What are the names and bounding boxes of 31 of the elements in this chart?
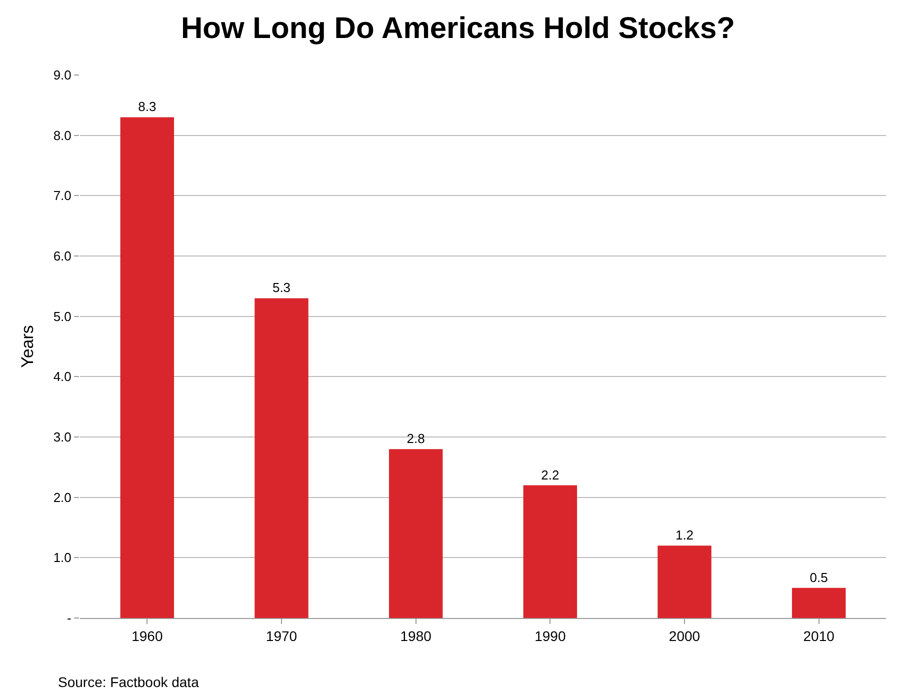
y-tick-label: 5.0 bbox=[53, 308, 72, 324]
y-tick-label: 9.0 bbox=[53, 68, 72, 83]
x-tick-label: 2000 bbox=[668, 628, 700, 644]
x-tick-label: 1990 bbox=[534, 628, 566, 644]
data-label: 1.2 bbox=[675, 528, 694, 543]
bar bbox=[120, 117, 174, 618]
y-tick-label: 1.0 bbox=[53, 550, 72, 566]
bar bbox=[254, 298, 308, 618]
y-tick-label: 8.0 bbox=[53, 128, 72, 143]
y-tick-label: - bbox=[67, 610, 72, 626]
y-tick-label: 2.0 bbox=[53, 490, 72, 505]
bar bbox=[658, 546, 712, 618]
y-tick-label: 6.0 bbox=[53, 248, 72, 264]
y-axis-title: Years bbox=[18, 325, 37, 368]
bar bbox=[523, 485, 578, 618]
y-tick-label: 3.0 bbox=[53, 430, 72, 445]
data-label: 5.3 bbox=[272, 280, 291, 296]
x-tick-label: 1970 bbox=[266, 628, 298, 644]
source-note: Source: Factbook data bbox=[58, 674, 200, 688]
x-tick-label: 1980 bbox=[400, 628, 432, 644]
y-tick-label: 4.0 bbox=[53, 369, 72, 384]
data-label: 2.8 bbox=[406, 431, 425, 446]
x-tick-label: 2010 bbox=[803, 628, 835, 644]
y-tick-label: 7.0 bbox=[53, 188, 72, 204]
chart-title: How Long Do Americans Hold Stocks? bbox=[181, 12, 735, 46]
data-label: 8.3 bbox=[138, 99, 156, 114]
x-tick-label: 1960 bbox=[132, 628, 163, 644]
data-label: 2.2 bbox=[541, 467, 560, 482]
bar bbox=[388, 449, 443, 618]
bar bbox=[792, 588, 846, 618]
data-label: 0.5 bbox=[810, 570, 828, 585]
